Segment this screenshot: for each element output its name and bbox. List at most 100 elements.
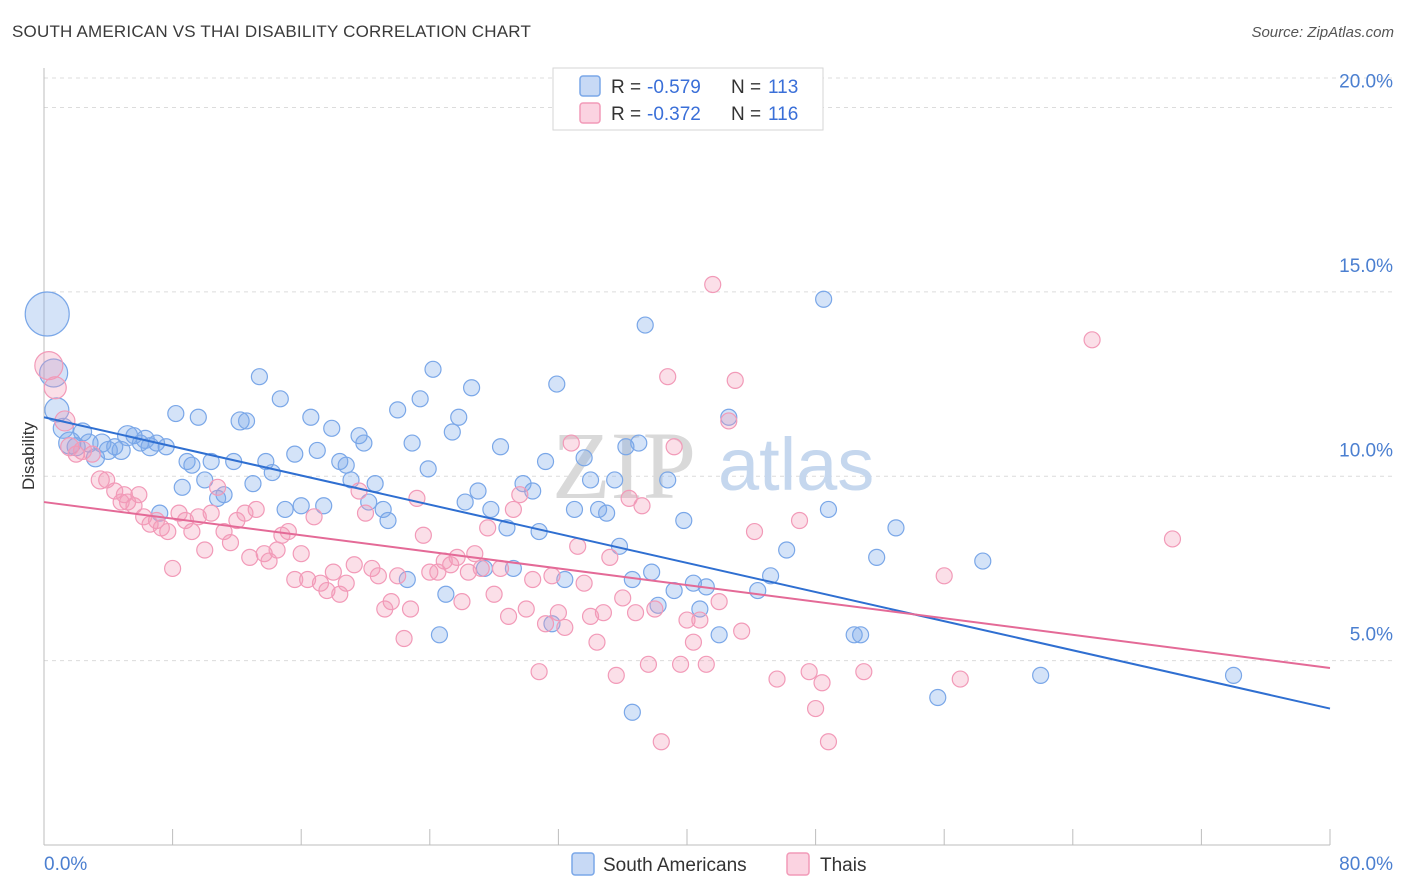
- point-thai-118: [951, 670, 969, 688]
- point-thai-23: [183, 522, 201, 541]
- point-thai-74: [511, 486, 529, 504]
- point-south-american-80: [575, 449, 593, 467]
- point-south-american-78: [556, 570, 574, 589]
- point-thai-73: [504, 500, 522, 519]
- legend-swatch-south-americans: [579, 75, 601, 97]
- point-thai-31: [236, 504, 254, 522]
- legend-n-value-2: 116: [768, 104, 798, 125]
- point-south-american-89: [636, 316, 654, 334]
- legend-n-label-2: N =: [731, 104, 761, 125]
- point-south-american-94: [675, 511, 693, 530]
- point-thai-92: [626, 604, 645, 622]
- point-south-american-111: [1032, 666, 1050, 684]
- point-south-american-92: [659, 471, 677, 489]
- point-south-american-73: [524, 482, 542, 500]
- point-thai-89: [607, 666, 625, 684]
- point-thai-59: [414, 526, 432, 544]
- point-thai-47: [337, 574, 355, 592]
- point-south-american-100: [749, 581, 767, 600]
- point-thai-0: [34, 351, 64, 381]
- point-thai-5: [72, 440, 93, 461]
- chart-title: SOUTH AMERICAN VS THAI DISABILITY CORREL…: [12, 22, 532, 41]
- point-thai-103: [697, 655, 715, 673]
- legend-swatch-thais: [579, 102, 601, 124]
- bottom-legend: South Americans Thais: [571, 852, 866, 876]
- point-thai-114: [813, 674, 831, 692]
- point-south-american-51: [366, 475, 384, 493]
- point-thai-39: [286, 570, 304, 589]
- point-south-american-81: [581, 471, 600, 489]
- grid-lines: [44, 77, 1394, 662]
- point-south-american-106: [852, 626, 870, 644]
- point-thai-2: [54, 410, 76, 432]
- point-thai-87: [594, 604, 613, 622]
- legend: R = -0.579 N = 113 R = -0.372 N = 116: [552, 67, 824, 131]
- point-south-american-61: [437, 585, 455, 603]
- point-thai-111: [790, 511, 809, 530]
- point-thai-75: [517, 600, 535, 618]
- point-thai-33: [247, 500, 265, 519]
- point-south-american-31: [230, 411, 250, 431]
- x-tick-label-1: 80.0%: [1339, 854, 1393, 875]
- point-thai-65: [453, 593, 471, 611]
- point-south-american-54: [389, 401, 407, 419]
- point-south-american-40: [292, 497, 310, 515]
- point-thai-115: [819, 733, 838, 751]
- point-south-american-75: [536, 452, 555, 471]
- point-thai-80: [549, 604, 568, 622]
- point-south-american-71: [504, 559, 522, 578]
- point-south-american-41: [302, 408, 320, 426]
- legend-r-value-1: -0.579: [647, 77, 701, 98]
- legend-r-value-2: -0.372: [647, 104, 701, 125]
- point-south-american-68: [482, 500, 500, 519]
- bottom-legend-label-thais: Thais: [820, 855, 866, 876]
- point-thai-112: [800, 663, 818, 681]
- point-thai-76: [524, 570, 542, 589]
- point-south-american-43: [315, 497, 333, 515]
- point-south-american-32: [237, 412, 256, 430]
- point-thai-85: [581, 607, 600, 625]
- point-thai-26: [202, 504, 220, 522]
- point-thai-69: [479, 519, 497, 537]
- point-thai-94: [639, 655, 658, 673]
- legend-n-label-1: N =: [731, 77, 761, 98]
- point-thai-45: [324, 563, 342, 581]
- point-thai-100: [678, 611, 696, 629]
- point-thai-19: [159, 522, 177, 541]
- y-tick-labels: 5.0% 10.0% 15.0% 20.0%: [1339, 72, 1393, 646]
- point-south-american-42: [308, 441, 326, 460]
- point-thai-91: [620, 489, 638, 507]
- point-south-american-53: [379, 511, 397, 530]
- point-south-american-65: [462, 379, 481, 397]
- point-south-american-104: [819, 500, 838, 519]
- legend-r-label-2: R =: [611, 104, 641, 125]
- point-south-american-86: [617, 438, 635, 456]
- point-thai-40: [292, 545, 310, 563]
- point-thai-7: [90, 470, 110, 490]
- point-south-american-49: [355, 434, 373, 452]
- point-thai-116: [855, 663, 873, 681]
- point-south-american-64: [456, 493, 474, 511]
- point-thai-20: [164, 559, 182, 578]
- point-south-american-34: [250, 368, 269, 386]
- bottom-legend-swatch-south-americans: [571, 852, 595, 876]
- point-south-american-39: [286, 445, 304, 463]
- point-thai-36: [268, 541, 286, 559]
- point-thai-83: [569, 537, 587, 555]
- point-south-american-0: [24, 291, 70, 337]
- y-tick-label-3: 20.0%: [1339, 72, 1393, 93]
- point-thai-54: [382, 593, 400, 611]
- point-thai-77: [530, 663, 548, 681]
- point-thai-25: [196, 541, 214, 559]
- point-thai-84: [575, 574, 593, 592]
- x-tick-label-0: 0.0%: [44, 854, 87, 875]
- point-south-american-63: [450, 408, 468, 426]
- point-thai-82: [562, 434, 580, 452]
- trend-line-south-americans: [43, 416, 1331, 710]
- point-thai-104: [704, 275, 722, 294]
- source-label: Source: ZipAtlas.com: [1251, 24, 1394, 41]
- point-south-american-58: [419, 460, 437, 478]
- point-south-american-102: [778, 541, 796, 559]
- point-south-american-110: [974, 552, 992, 570]
